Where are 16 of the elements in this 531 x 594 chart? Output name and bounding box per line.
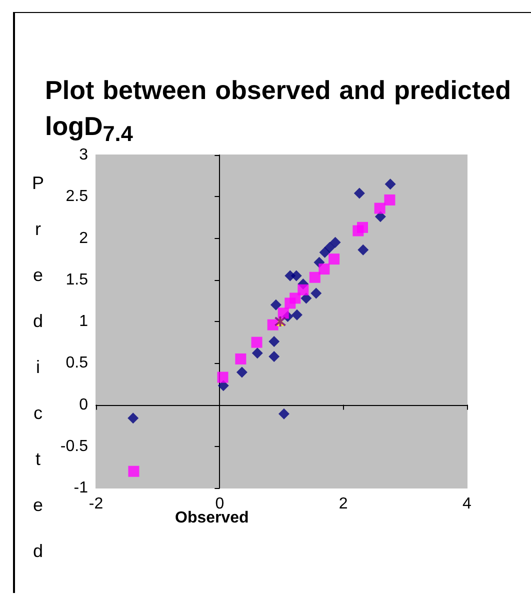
y-tick-label: 0 <box>79 396 88 414</box>
x-tick-label: 0 <box>215 496 224 512</box>
y-tick-label: -1 <box>74 480 88 496</box>
x-axis-title: Observed <box>175 510 249 526</box>
y-tick-label: 0.5 <box>66 354 88 372</box>
y-tick-label: 1 <box>79 313 88 330</box>
x-tick-label: -2 <box>88 496 104 512</box>
x-tick-label: 2 <box>338 496 348 512</box>
y-tick-label: 1.5 <box>66 271 88 288</box>
x-tick-label: 4 <box>462 496 472 512</box>
y-tick-label: 2 <box>79 230 88 247</box>
y-tick-label: -0.5 <box>60 438 88 455</box>
y-tick-label: 3 <box>79 146 88 164</box>
text: Predicted <box>32 173 44 561</box>
y-tick-label: 2.5 <box>66 188 88 206</box>
chart-title: Plot between observed and predicted logD$_{7.4}$ <box>45 75 511 146</box>
